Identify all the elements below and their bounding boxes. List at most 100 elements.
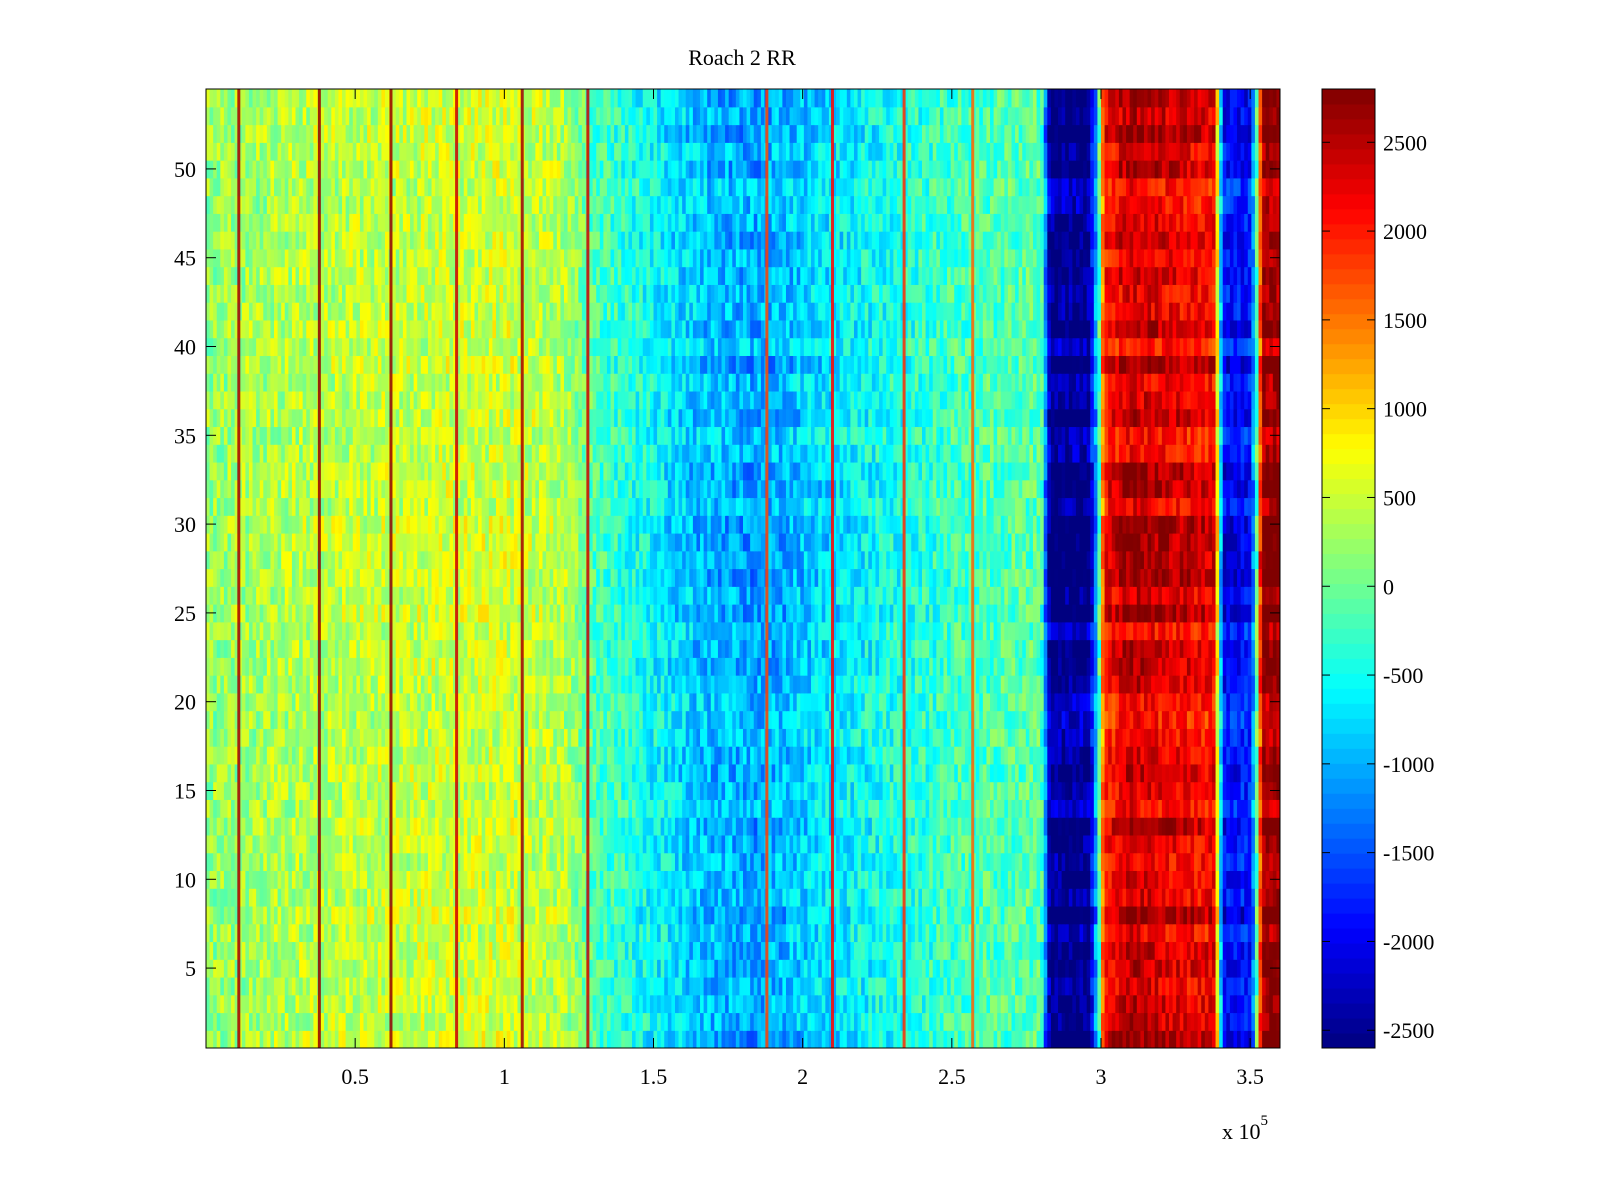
- heatmap-cell: [1065, 994, 1070, 1014]
- heatmap-cell: [338, 746, 343, 765]
- heatmap-cell: [1247, 763, 1252, 783]
- heatmap-cell: [266, 799, 272, 818]
- heatmap-cell: [395, 941, 400, 960]
- heatmap-cell: [1079, 763, 1084, 783]
- heatmap-cell: [431, 976, 436, 996]
- heatmap-cell: [739, 852, 744, 872]
- heatmap-cell: [560, 817, 565, 836]
- heatmap-cell: [209, 994, 214, 1014]
- heatmap-cell: [617, 781, 622, 800]
- heatmap-cell: [302, 976, 307, 996]
- heatmap-cell: [796, 799, 801, 818]
- heatmap-cell: [614, 923, 619, 943]
- heatmap-cell: [531, 1012, 536, 1031]
- heatmap-cell: [717, 870, 723, 889]
- heatmap-cell: [256, 976, 261, 996]
- heatmap-cell: [1068, 905, 1073, 925]
- heatmap-cell: [1083, 870, 1088, 889]
- heatmap-cell: [1129, 799, 1134, 818]
- heatmap-cell: [857, 763, 862, 783]
- heatmap-cell: [213, 852, 218, 872]
- heatmap-cell: [871, 746, 877, 765]
- heatmap-cell: [732, 1030, 737, 1048]
- heatmap-cell: [836, 941, 841, 960]
- heatmap-cell: [932, 834, 937, 854]
- heatmap-cell: [678, 976, 683, 996]
- heatmap-cell: [331, 781, 336, 800]
- heatmap-cell: [513, 763, 519, 783]
- heatmap-cell: [442, 941, 447, 960]
- heatmap-cell: [510, 746, 515, 765]
- heatmap-cell: [800, 976, 805, 996]
- heatmap-cell: [1079, 870, 1084, 889]
- heatmap-cell: [1222, 834, 1227, 854]
- heatmap-cell: [735, 994, 741, 1014]
- heatmap-cell: [1079, 941, 1084, 960]
- heatmap-cell: [671, 888, 676, 907]
- heatmap-cell: [406, 994, 411, 1014]
- heatmap-cell: [599, 870, 604, 889]
- heatmap-cell: [241, 994, 246, 1014]
- heatmap-cell: [220, 1012, 225, 1031]
- heatmap-cell: [1065, 781, 1070, 800]
- heatmap-cell: [524, 1030, 529, 1048]
- heatmap-cell: [617, 746, 622, 765]
- heatmap-cell: [410, 834, 415, 854]
- heatmap-cell: [1108, 923, 1113, 943]
- heatmap-cell: [857, 799, 862, 818]
- heatmap-cell: [1004, 1030, 1009, 1048]
- heatmap-cell: [467, 888, 472, 907]
- heatmap-cell: [1158, 941, 1163, 960]
- heatmap-cell: [531, 959, 536, 978]
- heatmap-cell: [445, 1012, 451, 1031]
- heatmap-cell: [463, 1030, 468, 1048]
- heatmap-cell: [975, 976, 980, 996]
- heatmap-cell: [882, 1012, 887, 1031]
- heatmap-cell: [206, 941, 211, 960]
- heatmap-cell: [696, 959, 701, 978]
- heatmap-cell: [334, 976, 340, 996]
- heatmap-cell: [1101, 817, 1106, 836]
- heatmap-cell: [1233, 781, 1238, 800]
- heatmap-cell: [753, 763, 758, 783]
- heatmap-cell: [1265, 923, 1270, 943]
- heatmap-cell: [635, 923, 640, 943]
- heatmap-cell: [1254, 1030, 1260, 1048]
- heatmap-cell: [302, 994, 307, 1014]
- heatmap-cell: [1204, 834, 1209, 854]
- heatmap-cell: [707, 852, 712, 872]
- heatmap-cell: [717, 781, 723, 800]
- heatmap-cell: [986, 1030, 991, 1048]
- heatmap-cell: [1229, 1030, 1235, 1048]
- heatmap-cell: [546, 905, 551, 925]
- heatmap-cell: [1158, 1012, 1163, 1031]
- heatmap-cell: [284, 799, 289, 818]
- heatmap-cell: [245, 834, 250, 854]
- heatmap-cell: [1047, 781, 1052, 800]
- heatmap-cell: [374, 905, 379, 925]
- heatmap-cell: [1029, 905, 1034, 925]
- heatmap-cell: [1229, 781, 1235, 800]
- heatmap-cell: [635, 746, 640, 765]
- heatmap-cell: [1269, 817, 1274, 836]
- heatmap-cell: [313, 959, 318, 978]
- heatmap-cell: [209, 1030, 214, 1048]
- heatmap-cell: [1004, 905, 1009, 925]
- heatmap-cell: [632, 941, 637, 960]
- heatmap-cell: [553, 923, 558, 943]
- heatmap-cell: [1197, 781, 1202, 800]
- heatmap-cell: [302, 905, 307, 925]
- heatmap-cell: [1254, 923, 1260, 943]
- heatmap-cell: [517, 746, 522, 765]
- heatmap-cell: [248, 799, 254, 818]
- heatmap-cell: [1208, 923, 1213, 943]
- heatmap-cell: [721, 852, 726, 872]
- heatmap-cell: [510, 1012, 515, 1031]
- heatmap-cell: [939, 1030, 945, 1048]
- heatmap-cell: [227, 852, 232, 872]
- heatmap-cell: [216, 799, 221, 818]
- heatmap-cell: [535, 959, 540, 978]
- heatmap-cell: [814, 1012, 819, 1031]
- heatmap-cell: [943, 781, 948, 800]
